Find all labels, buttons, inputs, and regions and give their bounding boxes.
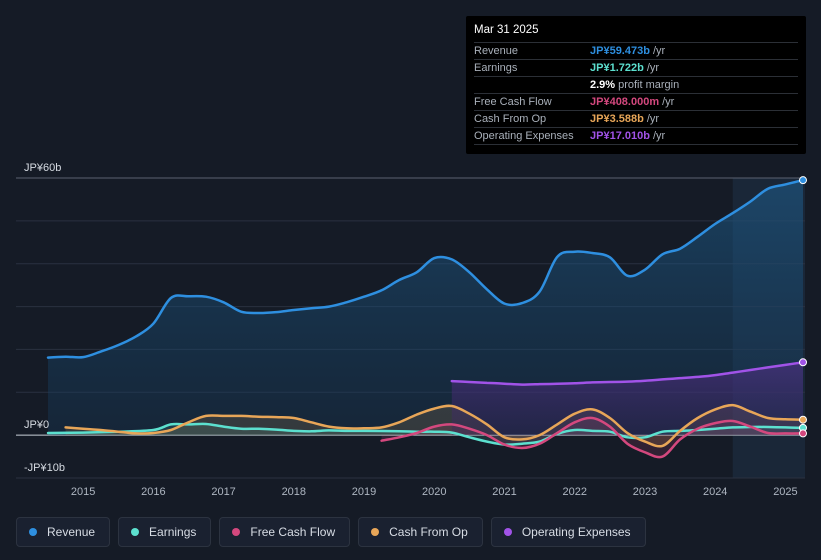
- legend-label: Cash From Op: [389, 525, 468, 539]
- tooltip-label: Cash From Op: [474, 113, 547, 125]
- tooltip-row-revenue: Revenue JP¥59.473b /yr: [474, 42, 798, 59]
- legend-dot-icon: [371, 528, 380, 536]
- fcf-line: [380, 416, 805, 459]
- x-tick-label: 2022: [563, 486, 587, 498]
- tooltip-unit: profit margin: [618, 79, 680, 91]
- x-tick-label: 2024: [703, 486, 727, 498]
- revenue-area: [48, 180, 803, 436]
- x-tick-label: 2018: [282, 486, 306, 498]
- tooltip-value: JP¥408.000m: [590, 96, 660, 108]
- tooltip-value: JP¥1.722b: [590, 62, 644, 74]
- x-tick-label: 2019: [352, 486, 376, 498]
- tooltip-panel: Mar 31 2025 Revenue JP¥59.473b /yr Earni…: [466, 16, 806, 154]
- legend-label: Free Cash Flow: [250, 525, 336, 539]
- axis-layer: JP¥60b JP¥0 -JP¥10b 2015 2016 2017 2018 2019 202…: [24, 162, 798, 498]
- x-tick-label: 2025: [773, 486, 797, 498]
- tooltip-unit: /yr: [646, 62, 660, 74]
- area-layer: [48, 180, 804, 458]
- legend-dot-icon: [232, 528, 241, 536]
- legend-dot-icon: [131, 528, 140, 536]
- tooltip-unit: /yr: [652, 130, 666, 142]
- legend-label: Operating Expenses: [521, 525, 631, 539]
- revenue-endpoint-marker: [799, 176, 807, 185]
- tooltip-value: JP¥3.588b: [590, 113, 644, 125]
- tooltip-label: Free Cash Flow: [474, 96, 552, 108]
- tooltip-row-earnings: Earnings JP¥1.722b /yr: [474, 59, 798, 76]
- x-tick-label: 2023: [633, 486, 657, 498]
- x-tick-label: 2017: [211, 486, 235, 498]
- earnings-line: [46, 422, 805, 446]
- legend-dot-icon: [503, 528, 512, 536]
- cfo-endpoint-marker: [799, 415, 807, 424]
- revenue-line: [46, 178, 805, 359]
- tooltip-unit: /yr: [646, 113, 660, 125]
- tooltip-row-fcf: Free Cash Flow JP¥408.000m /yr: [474, 93, 798, 110]
- legend-dot-icon: [29, 528, 37, 536]
- x-tick-label: 2020: [422, 486, 446, 498]
- tooltip-value: JP¥17.010b: [590, 130, 650, 142]
- legend-item-revenue[interactable]: Revenue: [16, 517, 111, 547]
- y-tick-label: -JP¥10b: [24, 462, 65, 474]
- tooltip-value: 2.9%: [590, 79, 616, 91]
- legend-item-cash-from-op[interactable]: Cash From Op: [358, 517, 483, 547]
- y-tick-label: JP¥0: [24, 419, 49, 431]
- fcf-endpoint-marker: [799, 429, 807, 438]
- legend-item-free-cash-flow[interactable]: Free Cash Flow: [219, 517, 351, 547]
- legend-item-operating-expenses[interactable]: Operating Expenses: [490, 517, 646, 547]
- tooltip-label: Earnings: [474, 62, 518, 74]
- opex-area: [451, 362, 803, 436]
- x-tick-label: 2021: [492, 486, 516, 498]
- chart-legend: Revenue Earnings Free Cash Flow Cash Fro…: [16, 517, 646, 547]
- tooltip-label: Operating Expenses: [474, 130, 574, 142]
- y-tick-label: JP¥60b: [24, 162, 61, 174]
- tooltip-unit: /yr: [652, 45, 666, 57]
- x-tick-label: 2016: [141, 486, 165, 498]
- tooltip-row-cfo: Cash From Op JP¥3.588b /yr: [474, 110, 798, 127]
- tooltip-value: JP¥59.473b: [590, 45, 650, 57]
- tooltip-date: Mar 31 2025: [474, 24, 539, 36]
- tooltip-unit: /yr: [662, 96, 675, 108]
- opex-line: [450, 361, 805, 386]
- opex-endpoint-marker: [799, 358, 807, 367]
- cfo-line: [64, 403, 805, 448]
- line-layer: [46, 176, 807, 459]
- legend-label: Earnings: [149, 525, 197, 539]
- tooltip-row-margin: 2.9% profit margin: [474, 76, 798, 93]
- tooltip-row-opex: Operating Expenses JP¥17.010b /yr: [474, 127, 798, 145]
- x-tick-label: 2015: [71, 486, 95, 498]
- legend-label: Revenue: [47, 525, 96, 539]
- legend-item-earnings[interactable]: Earnings: [118, 517, 212, 547]
- tooltip-label: Revenue: [474, 45, 519, 57]
